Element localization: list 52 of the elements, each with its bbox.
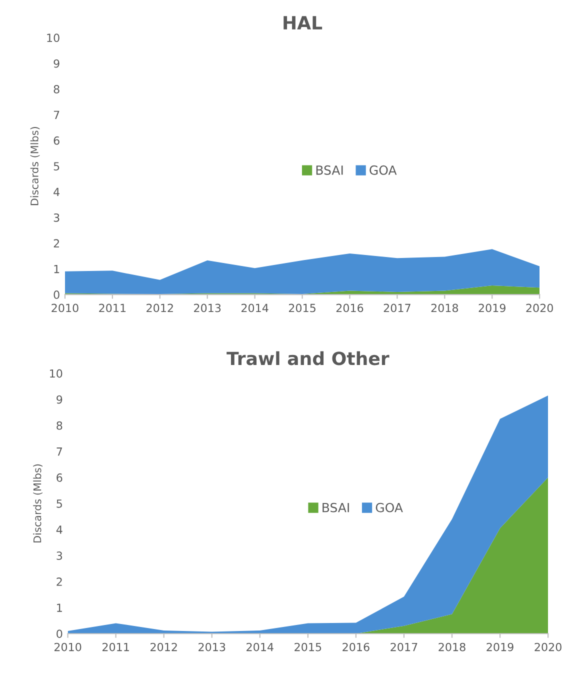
chart-title: HAL <box>284 16 322 30</box>
x-tick-label: 2012 <box>146 304 173 312</box>
x-tick-label: 2011 <box>99 304 126 312</box>
y-tick-label: 4 <box>56 526 62 534</box>
y-tick-label: 3 <box>54 213 60 222</box>
x-tick-label: 2020 <box>526 304 553 312</box>
y-tick-label: 5 <box>54 162 60 170</box>
x-tick-label: 2019 <box>478 304 506 312</box>
legend-label: BSAI <box>322 502 349 512</box>
legend-label: GOA <box>376 502 403 512</box>
x-tick-label: 2019 <box>486 642 514 652</box>
x-tick-label: 2016 <box>336 304 364 312</box>
y-tick-label: 10 <box>47 34 60 42</box>
x-tick-label: 2012 <box>150 642 177 652</box>
x-tick-label: 2013 <box>198 642 226 652</box>
y-tick-label: 0 <box>54 290 60 299</box>
x-tick-label: 2014 <box>241 304 268 312</box>
x-tick-label: 2017 <box>390 642 418 652</box>
y-tick-label: 3 <box>56 552 62 560</box>
x-tick-label: 2015 <box>294 642 322 652</box>
legend-label: GOA <box>370 165 397 175</box>
chart-title: Trawl and Other <box>226 351 390 366</box>
x-tick-label: 2020 <box>534 642 562 652</box>
y-tick-label: 5 <box>56 500 62 508</box>
x-tick-label: 2013 <box>194 304 221 312</box>
y-tick-label: 0 <box>56 630 62 638</box>
x-tick-label: 2014 <box>246 642 274 652</box>
y-tick-label: 1 <box>57 604 62 612</box>
y-tick-label: 9 <box>54 59 60 68</box>
x-tick-label: 2018 <box>438 642 466 652</box>
x-tick-label: 2017 <box>384 304 410 312</box>
x-tick-label: 2016 <box>342 642 370 652</box>
y-tick-label: 7 <box>56 448 62 456</box>
x-tick-label: 2018 <box>431 304 458 312</box>
y-tick-label: 7 <box>54 110 60 119</box>
y-tick-label: 6 <box>56 473 62 482</box>
x-tick-label: 2015 <box>288 304 316 312</box>
y-tick-label: 8 <box>54 85 60 94</box>
y-tick-label: 8 <box>56 421 62 430</box>
y-tick-label: 2 <box>56 578 62 586</box>
x-tick-label: 2011 <box>102 642 129 652</box>
x-tick-label: 2010 <box>52 304 78 312</box>
y-tick-label: 10 <box>50 369 62 378</box>
x-tick-label: 2010 <box>54 642 82 652</box>
y-tick-label: 4 <box>54 188 60 196</box>
y-axis-title: Discards (Mlbs) <box>30 127 40 206</box>
y-tick-label: 6 <box>54 136 60 145</box>
y-axis-title: Discards (Mlbs) <box>33 464 42 542</box>
legend-label: BSAI <box>316 165 343 175</box>
y-tick-label: 2 <box>54 239 59 248</box>
y-tick-label: 1 <box>54 264 60 274</box>
y-tick-label: 9 <box>56 395 62 404</box>
